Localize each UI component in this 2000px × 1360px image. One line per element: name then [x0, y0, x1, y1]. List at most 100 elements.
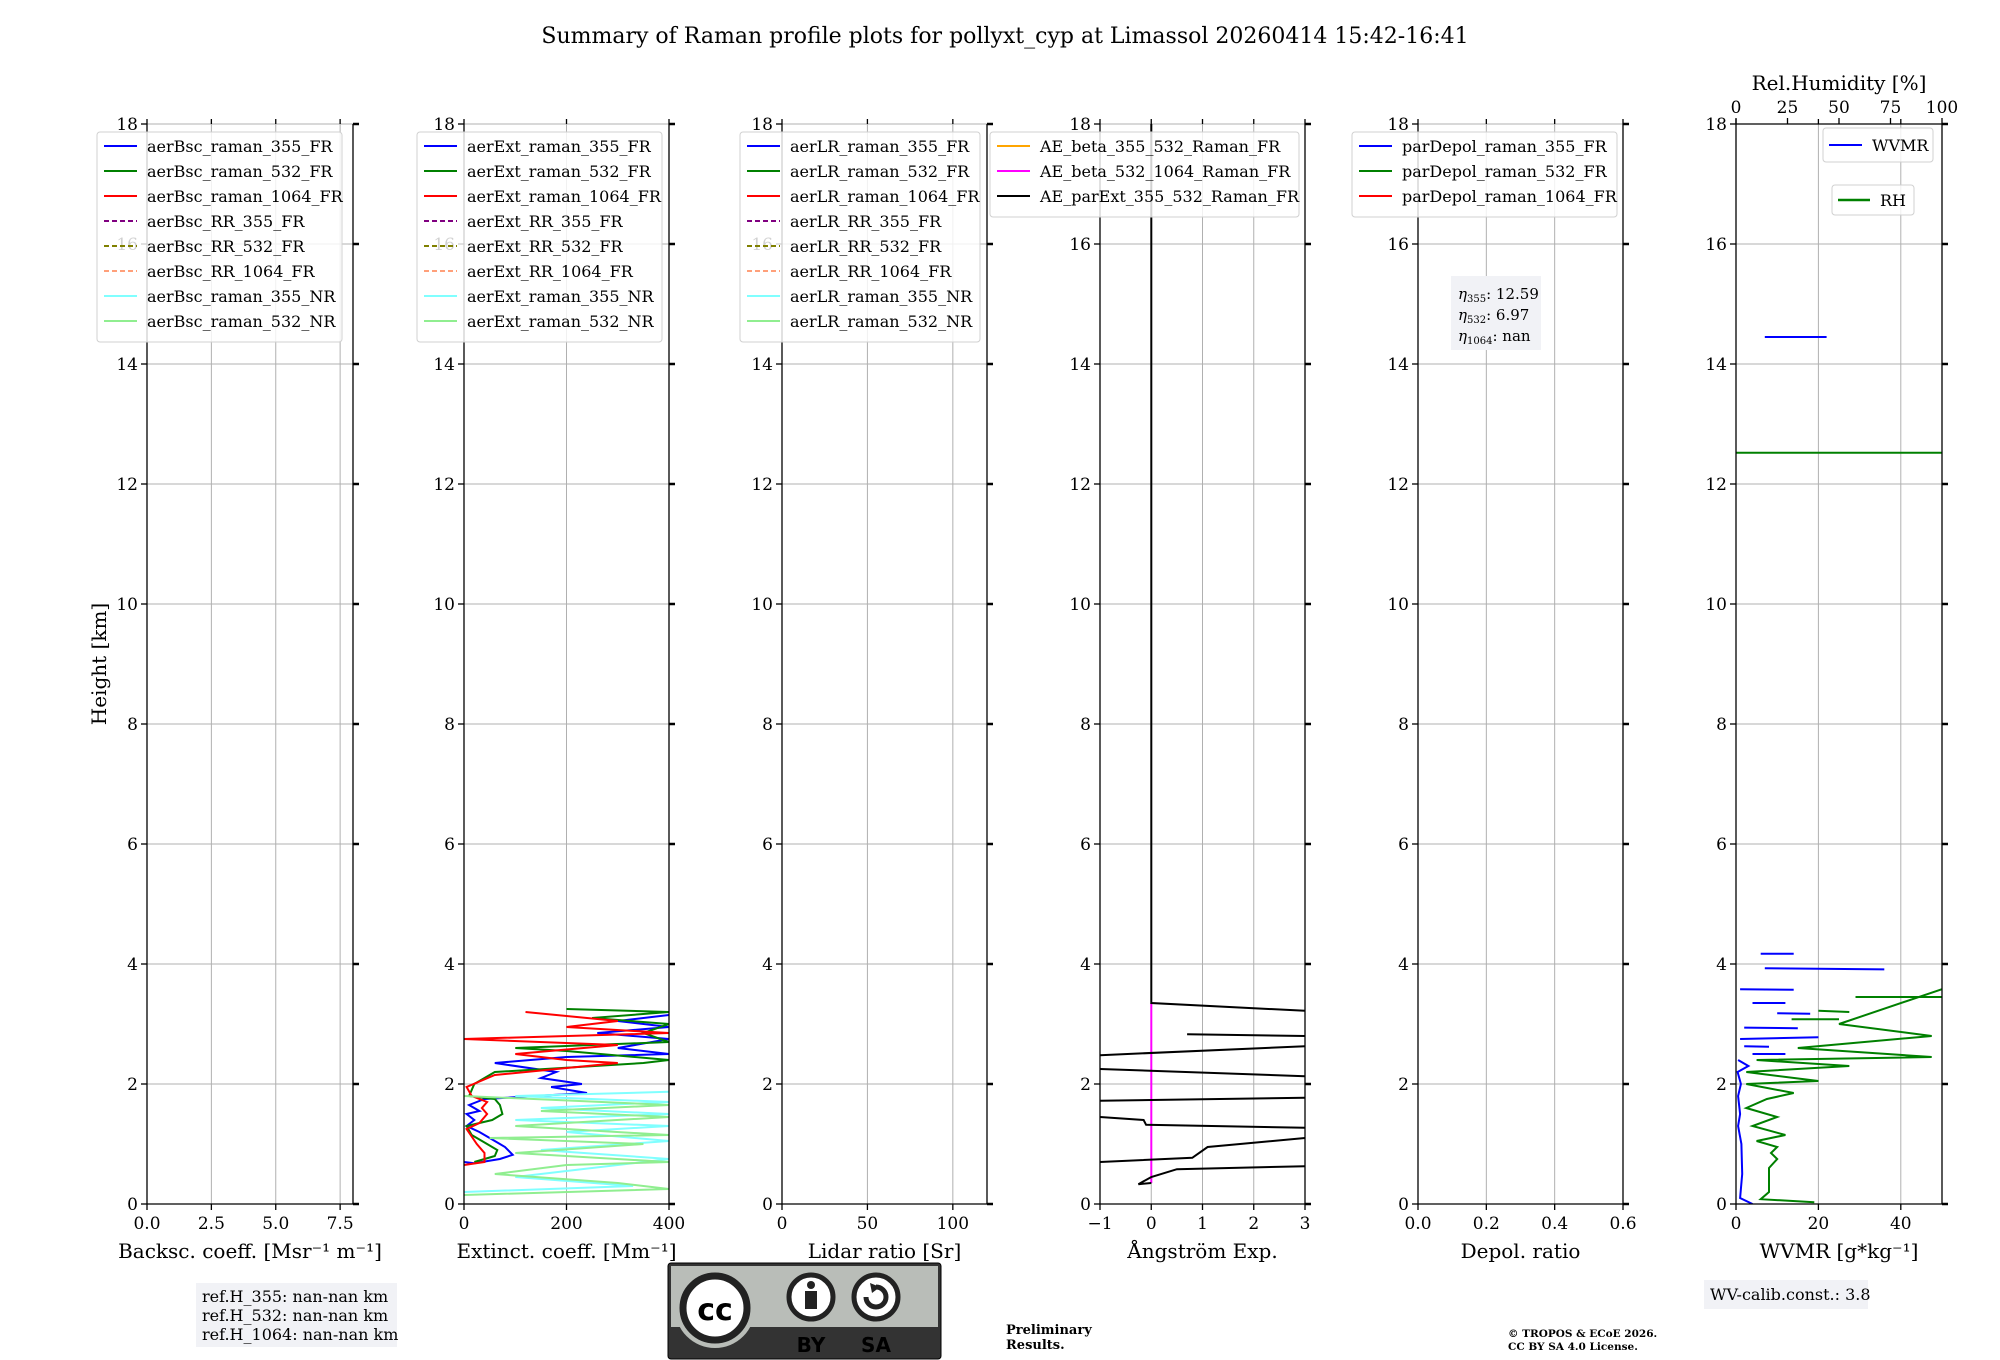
eta-number: nan — [1502, 327, 1531, 345]
legend-box — [739, 131, 981, 343]
person-head-icon — [807, 1281, 815, 1289]
x-tick-label: 2 — [1248, 1214, 1259, 1234]
y-tick-label: 12 — [116, 475, 138, 495]
y-tick-label: 0 — [1398, 1195, 1409, 1215]
y-tick-label: 4 — [762, 955, 773, 975]
y-tick-label: 18 — [751, 115, 773, 135]
top-x-axis-label: Rel.Humidity [%] — [1752, 71, 1927, 95]
x-tick-label: 5.0 — [262, 1214, 289, 1234]
y-tick-label: 6 — [444, 835, 455, 855]
legend-entry: AE_beta_355_532_Raman_FR — [1039, 137, 1281, 156]
wv-calib-box — [1704, 1280, 1868, 1309]
y-tick-label: 2 — [1080, 1075, 1091, 1095]
y-tick-label: 0 — [444, 1195, 455, 1215]
eta-symbol: η — [1458, 285, 1467, 303]
y-tick-label: 8 — [1080, 715, 1091, 735]
y-tick-label: 12 — [1705, 475, 1727, 495]
eta-value: η1064: nan — [1458, 327, 1531, 347]
preliminary-label: Results. — [1006, 1338, 1065, 1353]
series-line-AE_parExt_355_532_Raman_FR — [1187, 1033, 1305, 1037]
y-tick-label: 8 — [1716, 715, 1727, 735]
x-axis-label: WVMR [g*kg⁻¹] — [1760, 1239, 1919, 1263]
y-tick-label: 18 — [1705, 115, 1727, 135]
legend-entry: aerLR_RR_355_FR — [790, 212, 942, 231]
series-line-AE_parExt_355_532_Raman_FR — [1100, 1116, 1305, 1129]
x-tick-label: 0.6 — [1609, 1214, 1636, 1234]
legend-box — [1351, 131, 1618, 218]
x-axis-label: Ångström Exp. — [1126, 1238, 1277, 1263]
y-tick-label: 14 — [433, 355, 455, 375]
y-tick-label: 14 — [116, 355, 138, 375]
y-tick-label: 2 — [127, 1075, 138, 1095]
y-tick-label: 4 — [1080, 955, 1091, 975]
series-line-WVMR — [1740, 1036, 1819, 1040]
wv-calib-text: WV-calib.const.: 3.8 — [1710, 1285, 1871, 1304]
x-tick-label: 400 — [653, 1214, 685, 1234]
x-tick-label: 20 — [1808, 1214, 1830, 1234]
y-tick-label: 12 — [751, 475, 773, 495]
legend: aerBsc_raman_355_FR aerBsc_raman_532_FRae… — [96, 131, 344, 343]
eta-value: η355: 12.59 — [1458, 285, 1539, 305]
y-tick-label: 16 — [1387, 235, 1409, 255]
series-line-AE_parExt_355_532_Raman_FR — [1137, 1165, 1305, 1186]
x-tick-label: 200 — [550, 1214, 582, 1234]
y-tick-label: 6 — [127, 835, 138, 855]
eta-sep: : — [1486, 285, 1496, 303]
y-tick-label: 4 — [127, 955, 138, 975]
top-x-tick-label: 75 — [1880, 98, 1902, 118]
series-line-RH — [1743, 988, 1942, 1204]
y-axis-label: Height [km] — [87, 603, 111, 725]
top-x-tick-label: 100 — [1926, 98, 1958, 118]
eta-sep: : — [1492, 327, 1502, 345]
panel-2: 0246810121416180200400Extinct. coeff. [M… — [416, 115, 685, 1263]
x-tick-label: 0 — [1146, 1214, 1157, 1234]
y-tick-label: 6 — [1398, 835, 1409, 855]
x-tick-label: −1 — [1087, 1214, 1112, 1234]
legend: WVMR RH — [1822, 127, 1934, 216]
legend-entry: aerLR_raman_1064_FR — [790, 187, 980, 206]
legend-entry: aerExt_RR_532_FR — [467, 237, 624, 256]
copyright-text: CC BY SA 4.0 License. — [1508, 1341, 1638, 1353]
legend-entry: RH — [1880, 191, 1906, 210]
series-line-WVMR — [1740, 988, 1794, 991]
panel-5: 0 2 4 6 8 10 12 14 16 18 0.0 0.2 0.4 0.6 Depol. ratio p… — [1351, 115, 1637, 1263]
y-tick-label: 8 — [127, 715, 138, 735]
y-tick-label: 18 — [1387, 115, 1409, 135]
series-line-aerExt_raman_532_NR — [464, 1095, 669, 1196]
legend-entry: aerBsc_raman_532_NR — [147, 312, 336, 331]
eta-box — [1451, 276, 1541, 350]
y-tick-label: 18 — [433, 115, 455, 135]
cc-by-sa-logo: cc BY SA — [667, 1262, 942, 1360]
y-tick-label: 16 — [1069, 235, 1091, 255]
eta-value: η532: 6.97 — [1458, 306, 1529, 326]
legend-entry: aerExt_raman_532_NR — [467, 312, 655, 331]
y-tick-label: 2 — [1716, 1075, 1727, 1095]
legend-entry: aerLR_raman_355_FR — [790, 137, 970, 156]
legend-entry: aerBsc_RR_355_FR — [147, 212, 305, 231]
y-tick-label: 14 — [1705, 355, 1727, 375]
ref-height-text: ref.H_532: nan-nan km — [202, 1306, 388, 1325]
y-tick-label: 6 — [762, 835, 773, 855]
y-tick-label: 10 — [116, 595, 138, 615]
x-axis-label: Lidar ratio [Sr] — [808, 1239, 962, 1263]
legend-entry: AE_beta_532_1064_Raman_FR — [1039, 162, 1291, 181]
y-tick-label: 10 — [1387, 595, 1409, 615]
top-x-tick-label: 25 — [1777, 98, 1799, 118]
legend-entry: parDepol_raman_532_FR — [1402, 162, 1608, 181]
copyright-text: © TROPOS & ECoE 2026. — [1508, 1328, 1657, 1340]
legend-entry: parDepol_raman_355_FR — [1402, 137, 1608, 156]
x-tick-label: 2.5 — [198, 1214, 225, 1234]
legend-box-rh — [1831, 184, 1915, 216]
legend-entry: aerExt_raman_355_FR — [467, 137, 652, 156]
y-tick-label: 10 — [751, 595, 773, 615]
share-alike-arrowhead-icon — [870, 1283, 880, 1293]
y-tick-label: 0 — [762, 1195, 773, 1215]
series-line-AE_parExt_355_532_Raman_FR — [1100, 1096, 1305, 1102]
cc-icon — [679, 1272, 751, 1344]
legend: aerExt_raman_355_FR aerExt_raman_532_FRae… — [416, 131, 663, 343]
y-tick-label: 12 — [433, 475, 455, 495]
person-body-icon — [805, 1291, 817, 1309]
y-tick-label: 18 — [116, 115, 138, 135]
legend-entry: aerLR_raman_355_NR — [790, 287, 973, 306]
